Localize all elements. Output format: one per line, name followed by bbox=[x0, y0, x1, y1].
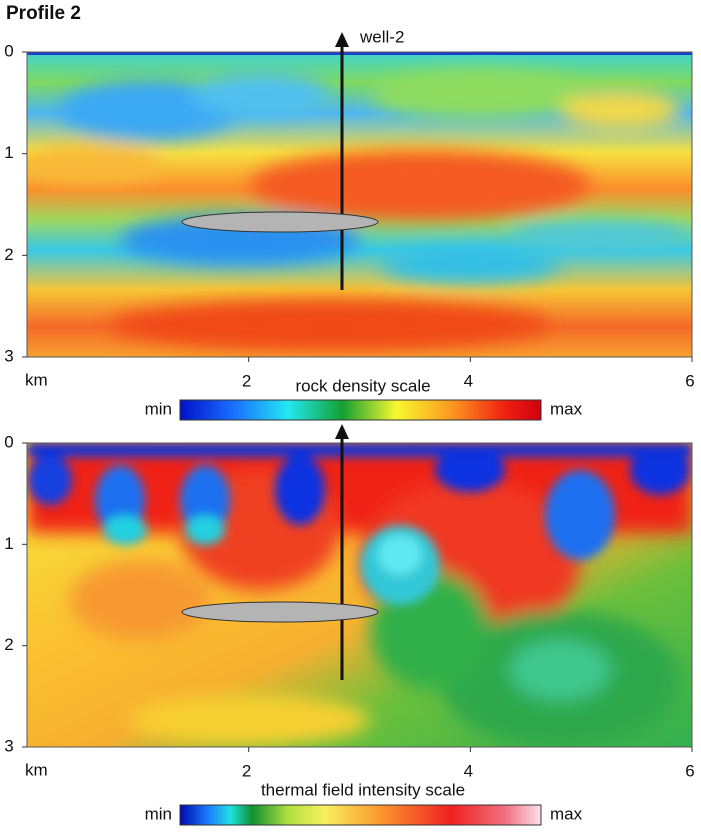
y-tick-label: 1 bbox=[4, 143, 13, 162]
y-tick-label: 0 bbox=[4, 432, 13, 451]
y-tick-label: 2 bbox=[4, 245, 13, 264]
scale-title: thermal field intensity scale bbox=[261, 780, 465, 799]
y-tick-label: 1 bbox=[4, 534, 13, 553]
thermal-field bbox=[27, 443, 692, 747]
well-label: well-2 bbox=[359, 27, 404, 46]
y-tick-label: 3 bbox=[4, 736, 13, 755]
x-tick-label: 4 bbox=[464, 371, 473, 390]
scale-title: rock density scale bbox=[295, 376, 430, 395]
figure-title: Profile 2 bbox=[6, 3, 81, 24]
colorbar bbox=[179, 399, 542, 421]
x-unit: km bbox=[25, 370, 48, 389]
scale-max: max bbox=[550, 804, 583, 823]
plot-frame bbox=[26, 51, 693, 358]
x-tick-label: 2 bbox=[242, 761, 251, 780]
y-tick-label: 2 bbox=[4, 635, 13, 654]
plot-frame bbox=[26, 442, 693, 748]
scale-max: max bbox=[550, 399, 583, 418]
well-1 bbox=[181, 32, 379, 290]
colorbar bbox=[179, 804, 542, 826]
y-tick-label: 0 bbox=[4, 41, 13, 60]
y-tick-label: 3 bbox=[4, 346, 13, 365]
scale-min: min bbox=[145, 399, 172, 418]
well-2 bbox=[181, 424, 379, 680]
scale-min: min bbox=[145, 804, 172, 823]
x-tick-label: 4 bbox=[464, 761, 473, 780]
x-tick-label: 6 bbox=[685, 371, 694, 390]
x-unit: km bbox=[25, 760, 48, 779]
density-field bbox=[27, 52, 692, 357]
x-tick-label: 6 bbox=[685, 761, 694, 780]
x-tick-label: 2 bbox=[242, 371, 251, 390]
